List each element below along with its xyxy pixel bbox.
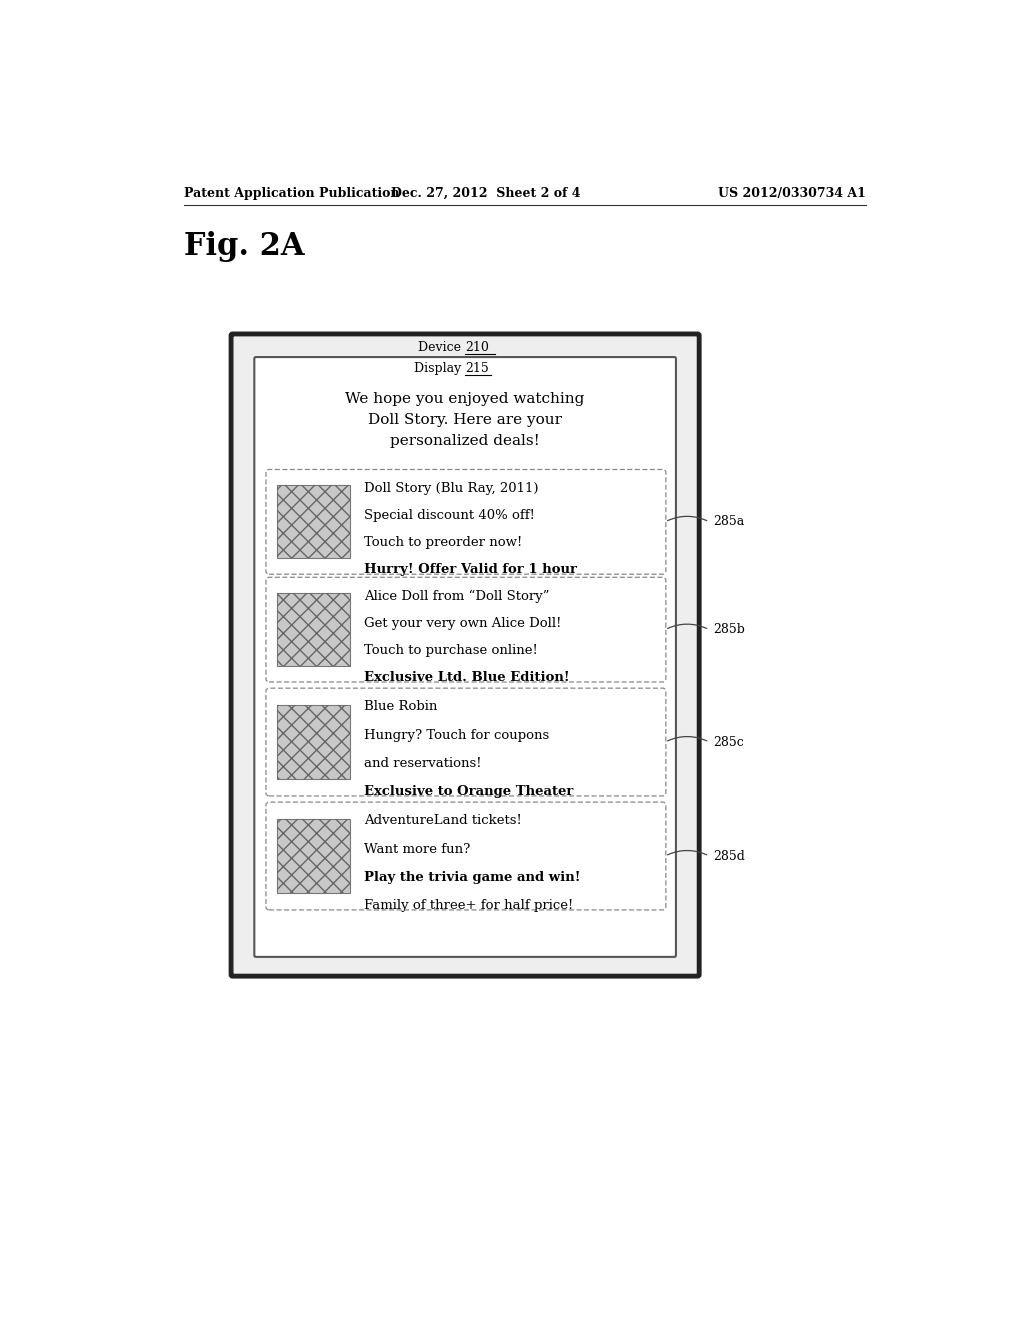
FancyBboxPatch shape [254, 358, 676, 957]
Text: Doll Story (Blu Ray, 2011): Doll Story (Blu Ray, 2011) [365, 482, 539, 495]
Bar [276, 705, 350, 779]
Text: Device: Device [418, 341, 465, 354]
Text: Hurry! Offer Valid for 1 hour: Hurry! Offer Valid for 1 hour [365, 564, 578, 577]
Text: Touch to preorder now!: Touch to preorder now! [365, 536, 522, 549]
FancyBboxPatch shape [266, 577, 666, 682]
Bar [276, 705, 350, 779]
Text: 285b: 285b [713, 623, 745, 636]
Text: 215: 215 [465, 362, 488, 375]
Text: Patent Application Publication: Patent Application Publication [183, 186, 399, 199]
FancyBboxPatch shape [266, 688, 666, 796]
Bar [276, 486, 350, 558]
Text: Dec. 27, 2012  Sheet 2 of 4: Dec. 27, 2012 Sheet 2 of 4 [391, 186, 581, 199]
Text: Family of three+ for half price!: Family of three+ for half price! [365, 899, 573, 912]
Text: Display: Display [414, 362, 465, 375]
Text: Want more fun?: Want more fun? [365, 842, 471, 855]
Text: Hungry? Touch for coupons: Hungry? Touch for coupons [365, 729, 550, 742]
Text: 285d: 285d [713, 850, 745, 862]
Text: Alice Doll from “Doll Story”: Alice Doll from “Doll Story” [365, 590, 550, 603]
Text: Touch to purchase online!: Touch to purchase online! [365, 644, 539, 657]
Bar [276, 820, 350, 892]
Text: US 2012/0330734 A1: US 2012/0330734 A1 [718, 186, 866, 199]
Text: Exclusive to Orange Theater: Exclusive to Orange Theater [365, 785, 573, 799]
Text: 285a: 285a [713, 515, 744, 528]
Text: Exclusive Ltd. Blue Edition!: Exclusive Ltd. Blue Edition! [365, 672, 570, 684]
Text: 210: 210 [465, 341, 489, 354]
Text: Play the trivia game and win!: Play the trivia game and win! [365, 871, 581, 884]
Bar [276, 593, 350, 667]
Bar [276, 593, 350, 667]
Text: AdventureLand tickets!: AdventureLand tickets! [365, 814, 522, 828]
Text: We hope you enjoyed watching
Doll Story. Here are your
personalized deals!: We hope you enjoyed watching Doll Story.… [345, 392, 585, 449]
Text: Special discount 40% off!: Special discount 40% off! [365, 510, 536, 521]
Text: 285c: 285c [713, 735, 743, 748]
Text: and reservations!: and reservations! [365, 756, 482, 770]
FancyBboxPatch shape [266, 803, 666, 909]
Text: Get your very own Alice Doll!: Get your very own Alice Doll! [365, 616, 562, 630]
Bar [276, 820, 350, 892]
FancyBboxPatch shape [231, 334, 699, 977]
Text: Blue Robin: Blue Robin [365, 701, 437, 714]
FancyBboxPatch shape [266, 470, 666, 574]
Text: Fig. 2A: Fig. 2A [183, 231, 304, 263]
Bar [276, 486, 350, 558]
